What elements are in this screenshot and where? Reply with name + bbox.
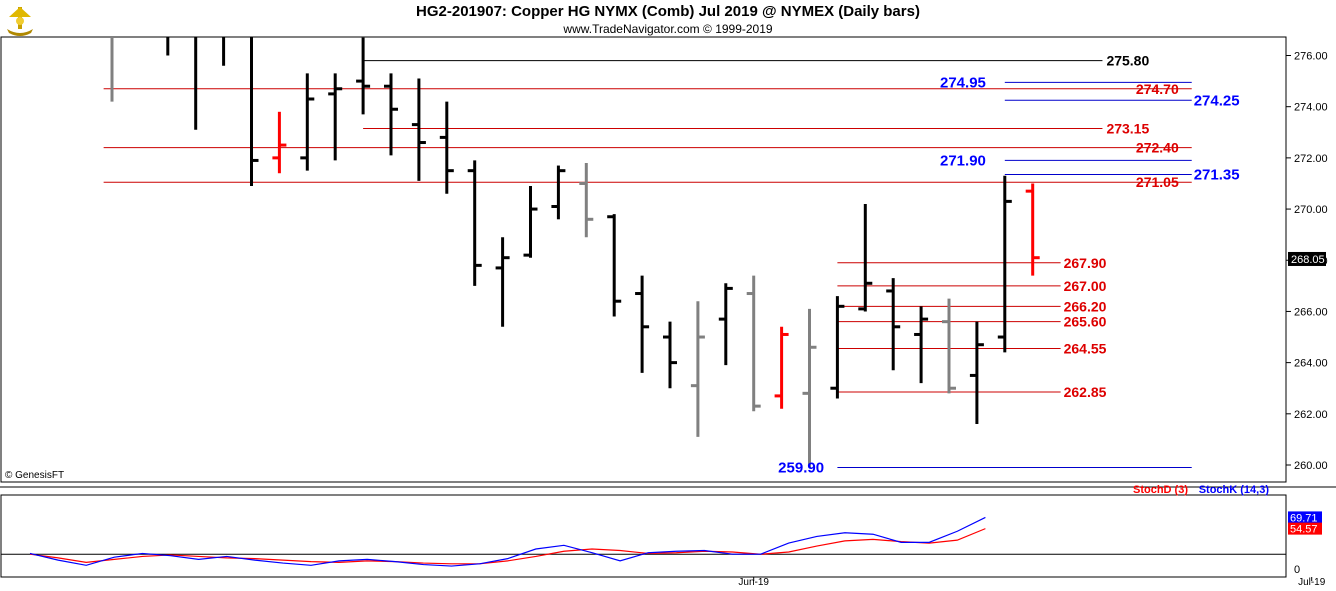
stoch-last-label: 54.57 <box>1290 524 1318 536</box>
level-label-274-95: 274.95 <box>940 74 986 91</box>
level-label-267-00: 267.00 <box>1064 278 1107 294</box>
ohlc-bar <box>250 37 259 187</box>
level-label-274-25: 274.25 <box>1194 92 1240 109</box>
ohlc-bar <box>830 296 845 399</box>
ohlc-bar <box>272 111 287 174</box>
level-label-271-35: 271.35 <box>1194 167 1240 184</box>
level-label-262-85: 262.85 <box>1064 384 1107 400</box>
ohlc-bar <box>858 203 873 312</box>
brand-logo-icon <box>3 3 37 37</box>
last-price-badge <box>1288 251 1326 266</box>
ohlc-bar <box>969 321 984 425</box>
copyright-text: © GenesisFT <box>5 470 64 481</box>
y-tick-label: 270.00 <box>1294 204 1328 216</box>
ohlc-bar <box>997 175 1012 353</box>
ohlc-bar <box>495 237 510 327</box>
ohlc-bar <box>439 101 454 194</box>
y-tick-label: 276.00 <box>1294 51 1328 63</box>
ohlc-bar <box>886 278 901 371</box>
stoch-last-badge <box>1288 511 1322 524</box>
chart-subtitle: www.TradeNavigator.com © 1999-2019 <box>563 22 773 36</box>
y-tick-label: 266.00 <box>1294 306 1328 318</box>
chart-title: HG2-201907: Copper HG NYMX (Comb) Jul 20… <box>416 3 920 20</box>
stoch-last-label: 69.71 <box>1290 512 1318 524</box>
ohlc-bar <box>523 186 538 258</box>
level-label-271-90: 271.90 <box>940 152 986 169</box>
ohlc-bar <box>166 37 170 56</box>
y-tick-label: 274.00 <box>1294 102 1328 114</box>
ohlc-bar <box>914 306 929 384</box>
y-tick-label: 260.00 <box>1294 460 1328 472</box>
level-label-259-90: 259.90 <box>778 460 824 477</box>
price-panel-frame <box>0 36 1287 483</box>
ohlc-bar <box>579 162 594 238</box>
x-tick-label: Jun-19 <box>738 577 769 588</box>
x-tick-label: Jul-19 <box>1298 577 1326 588</box>
level-label-265-60: 265.60 <box>1064 314 1107 330</box>
ohlc-bar <box>1025 183 1040 276</box>
ohlc-bar <box>774 326 789 409</box>
legend-entry: StochD (3) <box>1133 484 1188 496</box>
level-label-274-70: 274.70 <box>1136 81 1179 97</box>
stoch-series-line <box>29 528 986 565</box>
ohlc-bar <box>635 275 650 373</box>
stoch-last-badge <box>1288 522 1322 535</box>
ohlc-bar <box>607 214 622 317</box>
level-label-264-55: 264.55 <box>1064 341 1107 357</box>
stoch-series-line <box>29 516 986 567</box>
level-labels: 275.80 274.95 274.70 274.25 273.15 272.40 271.… <box>778 53 1239 477</box>
ohlc-bar <box>942 298 956 394</box>
ohlc-bar <box>110 37 114 102</box>
y-tick-label: 262.00 <box>1294 409 1328 421</box>
ohlc-bar <box>411 78 426 181</box>
y-tick-label: 272.00 <box>1294 153 1328 165</box>
last-price-label: 268.05 <box>1291 254 1325 266</box>
ohlc-bar <box>356 37 371 115</box>
ohlc-bar <box>467 160 482 286</box>
ohlc-bar <box>663 321 677 389</box>
stoch-y-tick-label: 0 <box>1294 564 1300 576</box>
ohlc-bar <box>718 283 733 366</box>
level-label-272-40: 272.40 <box>1136 140 1179 156</box>
level-label-267-90: 267.90 <box>1064 255 1107 271</box>
y-tick-label: 264.00 <box>1294 358 1328 370</box>
ohlc-bar <box>384 73 398 156</box>
level-label-273-15: 273.15 <box>1106 120 1149 136</box>
stoch-panel-frame <box>0 494 1287 578</box>
ohlc-bar <box>551 165 566 220</box>
level-label-271-05: 271.05 <box>1136 174 1179 190</box>
ohlc-bar <box>802 308 817 468</box>
ohlc-bar <box>690 301 705 437</box>
ohlc-bar <box>300 73 315 171</box>
level-label-275-80: 275.80 <box>1106 53 1149 69</box>
ohlc-bar <box>328 73 343 161</box>
level-label-266-20: 266.20 <box>1064 298 1107 314</box>
ohlc-bar <box>194 37 198 130</box>
ohlc-bar <box>746 275 761 412</box>
ohlc-bar <box>222 37 226 66</box>
legend-entry: StochK (14,3) <box>1199 484 1270 496</box>
